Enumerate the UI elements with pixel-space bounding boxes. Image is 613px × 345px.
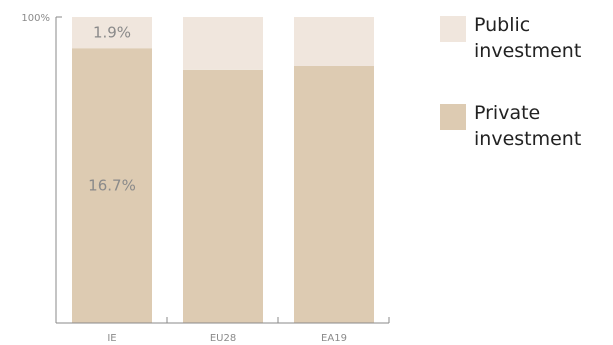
bar-segment-public-ie — [72, 17, 152, 49]
legend-swatch-public — [440, 16, 466, 42]
legend-item-public: Public investment — [440, 12, 612, 100]
data-label-public-ie: 1.9% — [93, 24, 131, 42]
bar-segment-public-eu28 — [183, 17, 263, 70]
bars-group — [72, 17, 374, 324]
x-tick-label-ea19: EA19 — [321, 333, 347, 344]
x-tick-label-eu28: EU28 — [210, 333, 236, 344]
legend-item-private: Private investment — [440, 100, 612, 188]
axes-group: 100% — [21, 13, 390, 324]
legend-swatch-private — [440, 104, 466, 130]
bar-segment-private-ea19 — [294, 65, 374, 324]
legend-label-private: Private investment — [474, 102, 582, 150]
bar-segment-public-ea19 — [294, 17, 374, 66]
legend: Public investment Private investment — [440, 12, 612, 188]
bar-segment-private-eu28 — [183, 69, 263, 323]
data-labels-group: 16.7% 1.9% — [88, 24, 136, 195]
legend-label-public: Public investment — [474, 14, 582, 62]
bar-segment-private-ie — [72, 48, 152, 323]
data-label-private-ie: 16.7% — [88, 177, 136, 195]
y-tick-label: 100% — [21, 13, 50, 24]
x-tick-label-ie: IE — [107, 333, 116, 344]
x-tick-labels-group: IE EU28 EA19 — [107, 333, 347, 344]
